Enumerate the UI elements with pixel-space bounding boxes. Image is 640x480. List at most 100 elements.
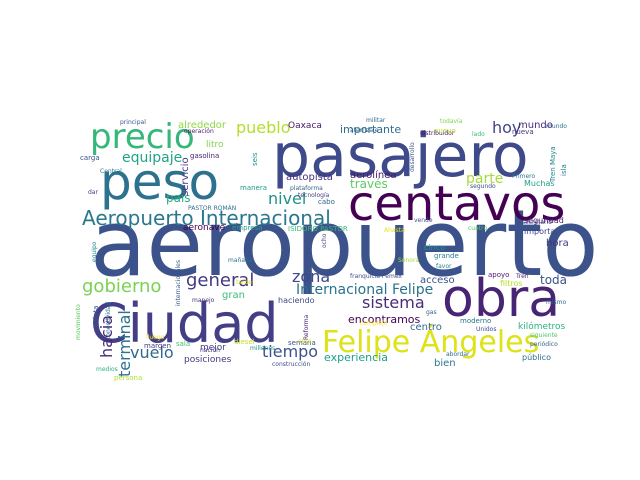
word-medios: medios [96, 366, 118, 373]
word-margen: margen [144, 342, 171, 350]
word-gobierno: gobierno [82, 276, 161, 297]
word-hacia: hacia [97, 315, 116, 358]
word-público: público [522, 353, 551, 362]
word-lluego: lluego [146, 334, 165, 341]
word-litro: litro [206, 140, 224, 150]
word-isidoro-pastor: ISIDORO PASTOR [288, 225, 348, 233]
word-lado: lado [472, 131, 485, 138]
word-aerolínea: aerolínea [350, 169, 396, 181]
word-aeronave: aeronave [183, 223, 226, 233]
word-operación: operación [184, 128, 214, 135]
word-gas: gas [426, 309, 437, 316]
word-isla: isla [560, 164, 568, 176]
word-carga: carga [80, 154, 100, 162]
word-toda: toda [540, 273, 567, 287]
word-sala: sala [176, 340, 190, 348]
word-distribuidor: distribuidor [420, 130, 455, 137]
word-abordar: abordar [446, 351, 470, 358]
word-primero: Primero [512, 173, 536, 180]
word-terminal: terminal [115, 310, 134, 377]
word-gasolina: gasolina [190, 152, 219, 160]
word-movimiento: movimiento [75, 304, 82, 340]
word-precio: precio [90, 117, 195, 157]
word-millones: millones [250, 345, 275, 352]
word-cuatro: cuatro [468, 225, 487, 232]
word-acceso: acceso [420, 275, 455, 286]
word-manera: manera [240, 184, 267, 192]
word-ante: ante [298, 338, 312, 345]
word-todavía: todavía [440, 118, 463, 125]
word-alrededor: alrededor [178, 120, 227, 131]
word-central: Central [100, 168, 122, 175]
word-peso: peso [100, 153, 219, 211]
word-equipaje: equipaje [122, 150, 182, 166]
word-mañana: mañana [228, 257, 253, 264]
word-centavos: centavos [348, 176, 565, 232]
word-mismo: mismo [546, 299, 566, 306]
word-tren-maya: Tren Maya [549, 146, 557, 183]
word-zona: zona [292, 267, 330, 286]
word-filtros: filtros [500, 279, 523, 288]
word-aeropuerto: aeropuerto [90, 190, 599, 297]
word-seis: seis [251, 152, 259, 166]
word-principal: principal [120, 119, 146, 126]
word-franquicia-pemex: franquicia Pemex [350, 273, 402, 280]
word-vende: vende [414, 217, 433, 224]
word-conectividad: conectividad [105, 302, 112, 340]
word-diesel: diesel [234, 338, 255, 346]
word-posiciones: posiciones [184, 355, 232, 365]
word-seguridad: seguridad [524, 216, 564, 225]
word-ciudad: Ciudad [90, 292, 279, 355]
word-dar: dar [88, 189, 98, 196]
word-internacional-felipe: Internacional Felipe [296, 282, 433, 298]
word-sistema: sistema [362, 293, 425, 312]
word-mundo: mundo [518, 120, 553, 131]
word-manejo: manejo [192, 297, 215, 304]
word-semana: semana [288, 339, 316, 347]
word-nueva: nueva [512, 128, 534, 136]
word-siguiente: siguiente [530, 332, 558, 339]
word-haciendo: haciendo [278, 296, 315, 305]
word-plataforma: plataforma [290, 185, 323, 192]
word-internacionales: internacionales [175, 260, 182, 306]
word-importa: importa [524, 227, 555, 236]
word-través: través [350, 177, 388, 191]
word-nuevo: nuevo [434, 127, 456, 135]
word-aeropuerto-internacional: Aeropuerto Internacional [82, 206, 331, 230]
word-moderno: moderno [460, 317, 491, 325]
word-país: país [166, 191, 191, 205]
word-autopista: autopista [286, 172, 333, 183]
word-equipo: equipo [91, 241, 98, 262]
word-pastor-román: PASTOR ROMÁN [188, 205, 236, 212]
word-ahasta: Ahasta [384, 227, 405, 234]
word-nación: nación [200, 347, 220, 354]
word-servicio: servicio [180, 157, 191, 196]
word-mundo: mundo [546, 123, 567, 130]
word-vuelo: vuelo [130, 343, 174, 362]
word-hoy: hoy [492, 118, 521, 137]
word-general: general [186, 270, 254, 291]
word-hora: hora [546, 238, 569, 249]
word-importante: importante [340, 123, 401, 136]
word-oaxaca: Oaxaca [288, 121, 322, 131]
word-grande: grande [434, 252, 459, 260]
word-sonora: Sonora [398, 257, 419, 264]
word-favor: favor [436, 263, 452, 270]
word-construcción: construcción [272, 361, 310, 368]
word-parte: parte [466, 171, 503, 187]
word-militar: militar [366, 117, 386, 124]
word-secretario: secretario [522, 219, 552, 226]
word-felipe-ángeles: Felipe Ángeles [322, 324, 539, 360]
word-complejo: complejo [360, 320, 388, 327]
word-pasajero: pasajero [272, 121, 529, 191]
word-ocho: ocho [321, 233, 328, 248]
word-desarrollo: desarrollo [409, 142, 416, 172]
word-reforma: Reforma [303, 314, 310, 340]
word-cabo: cabo [318, 198, 335, 206]
word-kilómetros: kilómetros [518, 321, 566, 332]
word-encontramos: encontramos [348, 313, 421, 326]
word-mejor: mejor [200, 343, 226, 353]
word-bien: bien [434, 358, 456, 369]
word-nivel: nivel [268, 189, 306, 208]
word-pueblo: pueblo [236, 118, 291, 137]
